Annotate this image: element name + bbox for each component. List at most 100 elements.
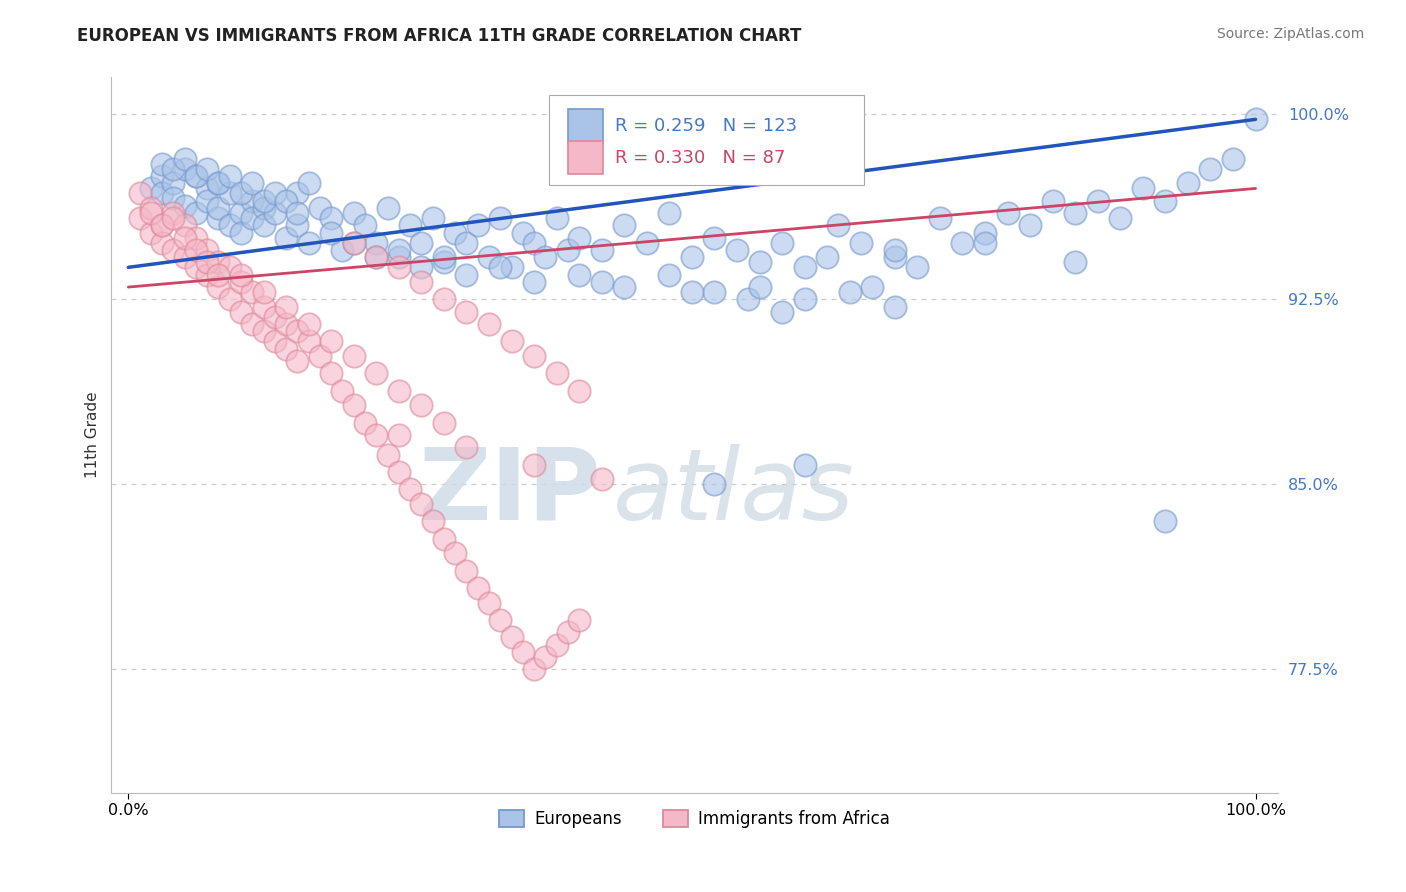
Point: [366, 367, 388, 381]
Point: [849, 235, 872, 250]
Point: [444, 226, 467, 240]
Point: [150, 219, 173, 233]
Point: [974, 226, 997, 240]
Point: [422, 514, 444, 528]
Point: [343, 235, 366, 250]
Point: [366, 251, 388, 265]
Point: [139, 181, 162, 195]
Point: [703, 285, 725, 299]
Point: [433, 416, 456, 430]
Point: [489, 613, 512, 627]
Point: [139, 226, 162, 240]
Text: EUROPEAN VS IMMIGRANTS FROM AFRICA 11TH GRADE CORRELATION CHART: EUROPEAN VS IMMIGRANTS FROM AFRICA 11TH …: [77, 27, 801, 45]
Point: [512, 226, 534, 240]
Point: [456, 268, 478, 282]
Point: [523, 662, 546, 676]
Point: [377, 448, 399, 462]
Point: [1064, 255, 1087, 269]
Point: [252, 300, 274, 314]
Point: [184, 206, 207, 220]
Point: [501, 334, 523, 349]
Point: [173, 152, 195, 166]
Text: ZIP: ZIP: [419, 443, 602, 541]
Point: [1042, 194, 1064, 208]
Point: [388, 384, 411, 398]
Point: [456, 564, 478, 578]
Point: [162, 243, 184, 257]
Point: [276, 342, 298, 356]
Point: [321, 334, 343, 349]
Point: [591, 472, 613, 486]
Point: [546, 367, 568, 381]
Point: [276, 231, 298, 245]
Point: [557, 625, 579, 640]
Point: [1177, 177, 1199, 191]
Point: [388, 251, 411, 265]
Point: [737, 293, 759, 307]
Point: [184, 243, 207, 257]
Point: [523, 349, 546, 363]
Point: [298, 334, 321, 349]
Point: [195, 255, 218, 269]
Point: [263, 334, 285, 349]
Point: [1244, 112, 1267, 127]
Point: [546, 211, 568, 225]
Point: [162, 211, 184, 225]
Point: [681, 285, 703, 299]
Point: [388, 243, 411, 257]
Point: [162, 206, 184, 220]
Point: [252, 201, 274, 215]
Point: [218, 186, 240, 201]
Point: [523, 235, 546, 250]
Point: [1087, 194, 1109, 208]
Point: [207, 201, 229, 215]
Point: [377, 201, 399, 215]
Point: [173, 219, 195, 233]
Point: [1132, 181, 1154, 195]
Point: [399, 219, 422, 233]
Point: [263, 186, 285, 201]
Point: [478, 251, 501, 265]
Point: [501, 630, 523, 644]
Point: [343, 235, 366, 250]
Point: [591, 275, 613, 289]
Point: [860, 280, 883, 294]
Point: [263, 310, 285, 324]
Point: [501, 260, 523, 275]
Point: [229, 186, 252, 201]
Point: [195, 181, 218, 195]
Point: [240, 285, 263, 299]
Point: [162, 191, 184, 205]
Point: [240, 177, 263, 191]
Point: [613, 280, 636, 294]
Point: [332, 384, 354, 398]
Point: [1154, 514, 1177, 528]
Point: [287, 206, 309, 220]
Point: [218, 260, 240, 275]
Point: [411, 399, 433, 413]
Point: [207, 268, 229, 282]
Point: [207, 177, 229, 191]
Point: [229, 275, 252, 289]
Point: [456, 235, 478, 250]
FancyBboxPatch shape: [568, 109, 603, 143]
Point: [287, 354, 309, 368]
Point: [388, 260, 411, 275]
Point: [827, 219, 849, 233]
Point: [263, 206, 285, 220]
Point: [523, 275, 546, 289]
Point: [252, 325, 274, 339]
Point: [240, 211, 263, 225]
Point: [162, 177, 184, 191]
Point: [173, 199, 195, 213]
Legend: Europeans, Immigrants from Africa: Europeans, Immigrants from Africa: [492, 803, 897, 834]
Point: [276, 194, 298, 208]
Point: [150, 186, 173, 201]
Point: [568, 231, 591, 245]
Point: [444, 546, 467, 560]
Point: [1019, 219, 1042, 233]
Point: [489, 211, 512, 225]
Point: [309, 201, 332, 215]
Point: [207, 211, 229, 225]
Point: [997, 206, 1019, 220]
